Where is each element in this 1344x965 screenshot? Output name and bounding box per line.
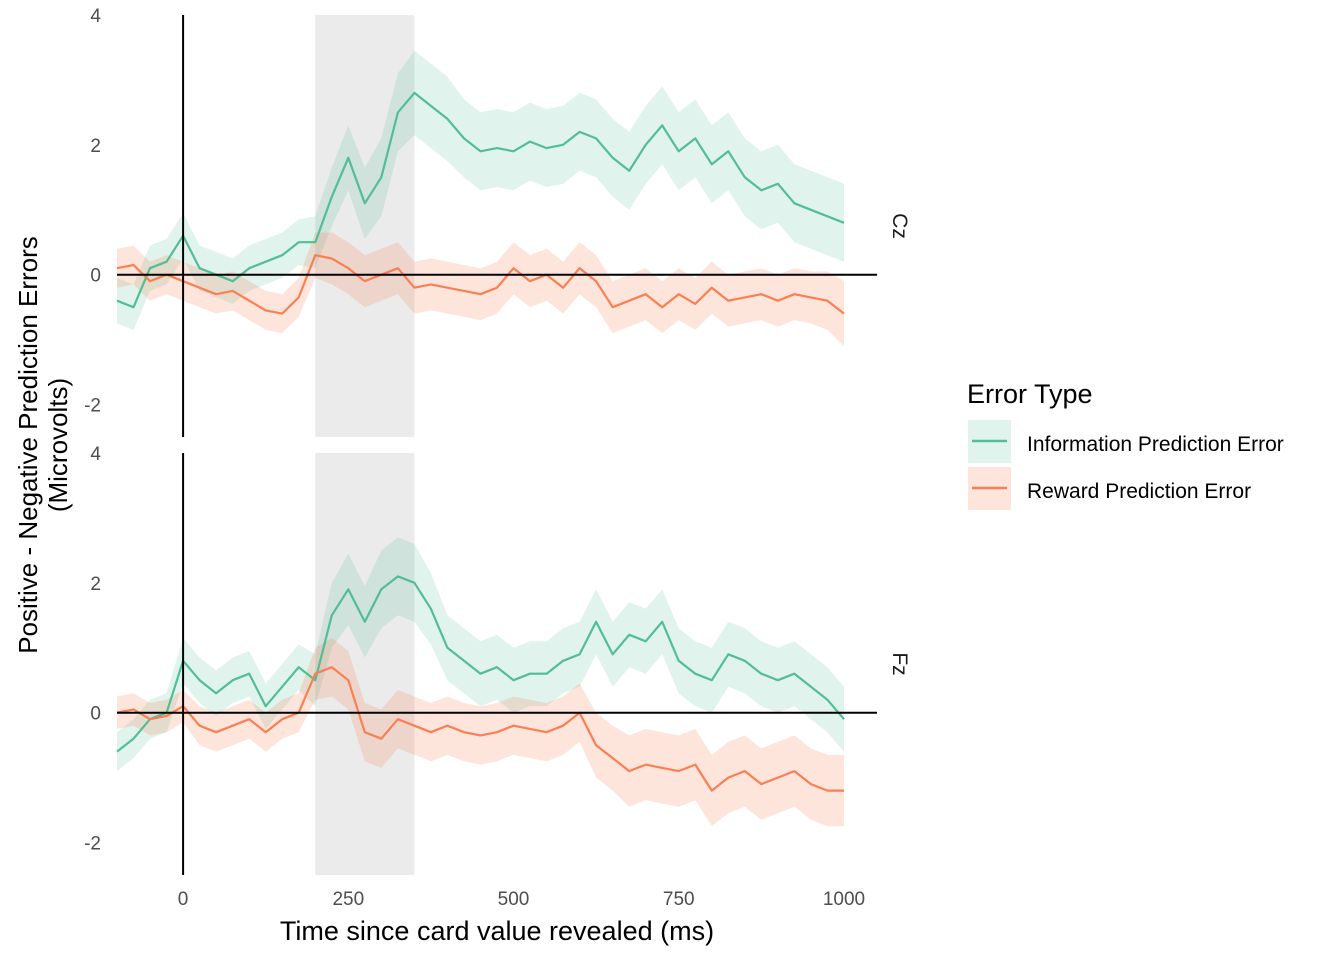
y-tick-label-cz: 4 [90, 6, 101, 27]
y-tick-label-fz: 2 [90, 574, 101, 595]
x-tick-label: 250 [332, 889, 364, 910]
x-tick-label: 750 [663, 889, 695, 910]
y-tick-label-cz: -2 [84, 396, 101, 417]
highlight-window-cz [315, 15, 415, 437]
y-axis-title-line1: Positive - Negative Prediction Errors [13, 236, 43, 654]
x-tick-label: 1000 [823, 889, 865, 910]
legend-item-information: Information Prediction Error [968, 420, 1284, 463]
series-line-reward-cz [116, 254, 845, 315]
legend-label-reward: Reward Prediction Error [1027, 480, 1251, 503]
strip-label-fz: Fz [888, 652, 911, 675]
x-tick-label: 0 [178, 889, 189, 910]
ci-band-reward-fz [117, 638, 844, 827]
legend-title: Error Type [967, 379, 1093, 409]
series-line-information-cz [116, 91, 845, 309]
ci-band-information-cz [117, 50, 844, 330]
y-axis-title-line2: (Microvolts) [43, 378, 73, 512]
series-line-reward-fz [116, 666, 844, 792]
series-line-information-fz [116, 575, 845, 753]
panel-cz: -2 0 2 4 Cz [84, 6, 911, 437]
legend: Error Type Information Prediction Error … [967, 379, 1284, 510]
panel-fz: -2 0 2 4 Fz [84, 444, 911, 875]
legend-item-reward: Reward Prediction Error [968, 467, 1251, 510]
ci-band-reward-cz [117, 232, 844, 347]
strip-label-cz: Cz [888, 213, 911, 239]
x-axis-title: Time since card value revealed (ms) [280, 916, 714, 946]
y-tick-label-cz: 0 [90, 266, 101, 287]
y-tick-label-fz: -2 [84, 834, 101, 855]
x-tick-label: 500 [498, 889, 530, 910]
highlight-window-fz [315, 453, 415, 875]
y-tick-label-cz: 2 [90, 136, 101, 157]
ci-band-information-fz [117, 537, 844, 772]
y-tick-label-fz: 0 [90, 704, 101, 725]
y-tick-label-fz: 4 [90, 444, 101, 465]
legend-label-information: Information Prediction Error [1027, 433, 1284, 456]
